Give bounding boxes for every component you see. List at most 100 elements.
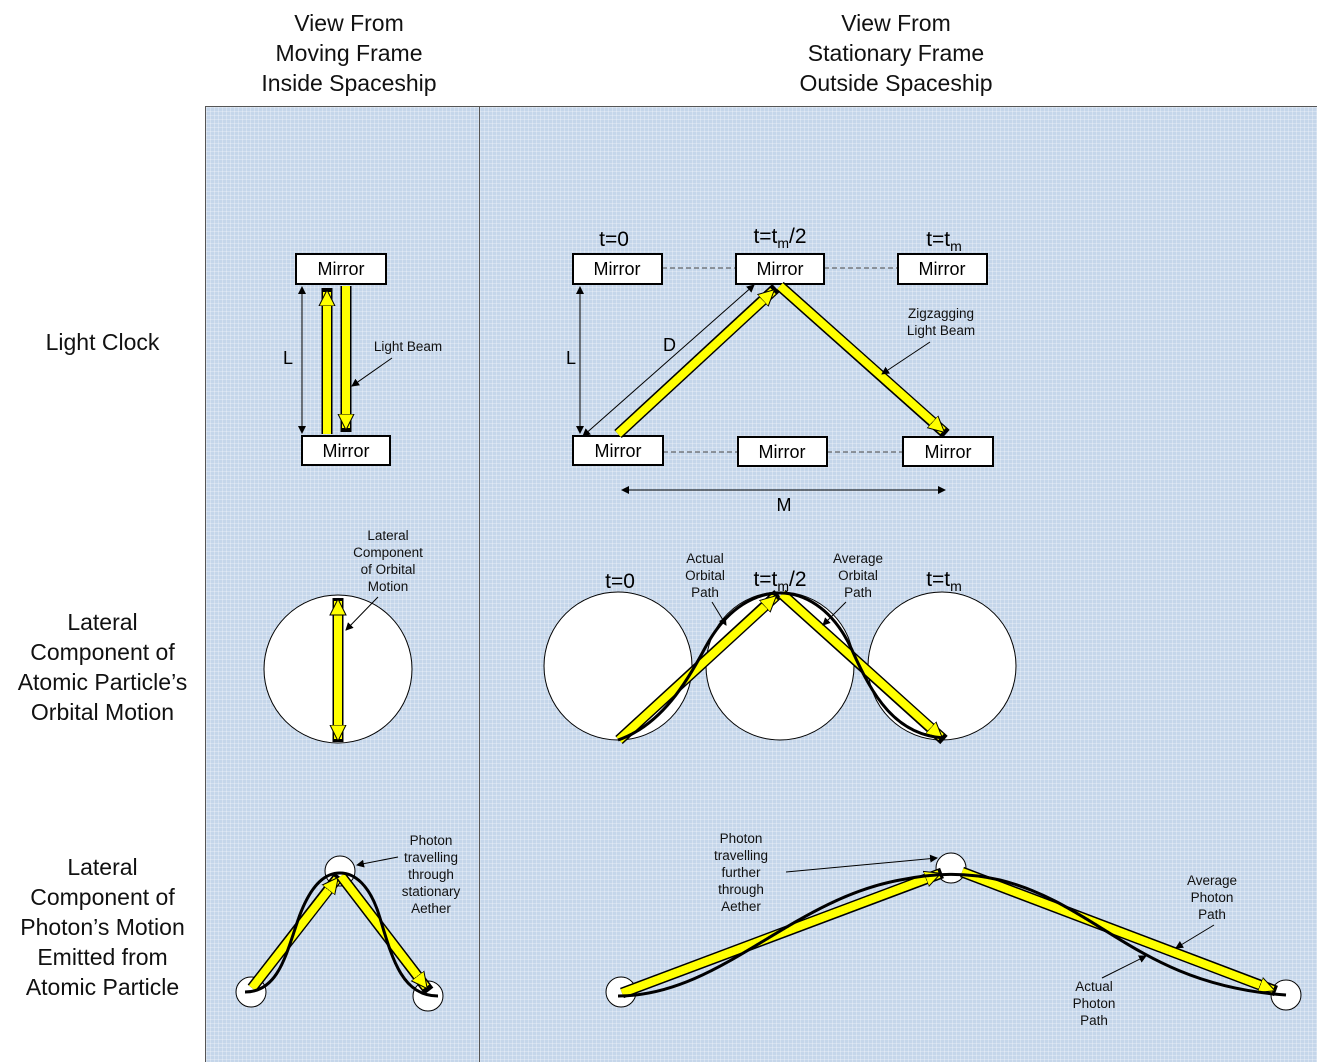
actual-orbital-pointer xyxy=(711,601,727,626)
zigzag-beam-up xyxy=(615,288,776,437)
svg-text:Mirror: Mirror xyxy=(759,442,806,462)
svg-text:Mirror: Mirror xyxy=(594,259,641,279)
light-beam-label: Light Beam xyxy=(374,339,442,354)
label-m: M xyxy=(777,495,792,515)
average-orbital-label-line: Orbital xyxy=(838,568,878,583)
row-header-line: Component of xyxy=(30,639,175,665)
row-header-orbital-motion: Lateral Component of Atomic Particle’s O… xyxy=(0,607,205,727)
photon-stationary: Photon travelling further through Aether… xyxy=(605,831,1302,1028)
svg-text:Mirror: Mirror xyxy=(595,441,642,461)
actual-orbital-path xyxy=(617,591,945,742)
column-header-moving-frame: View From Moving Frame Inside Spaceship xyxy=(205,8,493,98)
lateral-label-line: Component xyxy=(353,545,423,560)
row-header-line: Emitted from xyxy=(37,944,168,970)
photon-further-label-line: through xyxy=(718,882,764,897)
lateral-pointer xyxy=(345,596,379,631)
orbit-circle-tm xyxy=(867,591,1017,741)
actual-orbital-label-line: Orbital xyxy=(685,568,725,583)
photon-stationary-label-line: Aether xyxy=(411,901,451,916)
lateral-label-line: of Orbital xyxy=(361,562,416,577)
actual-photon-label-line: Photon xyxy=(1073,996,1116,1011)
mirror-bottom-t-half: Mirror xyxy=(737,436,828,467)
average-photon-label-line: Average xyxy=(1187,873,1237,888)
svg-text:Mirror: Mirror xyxy=(757,259,804,279)
column-header-line: View From xyxy=(841,10,951,36)
row-header-line: Orbital Motion xyxy=(30,699,175,725)
orbital-moving: Lateral Component of Orbital Motion xyxy=(263,528,423,744)
mirror-top-moving: Mirror xyxy=(295,253,387,285)
mirror-top-t0: Mirror xyxy=(572,253,663,285)
label-l-stationary: L xyxy=(566,348,576,368)
light-clock-stationary: t=0 t=tm/2 t=tm Mirror Mirror Mirror Mir… xyxy=(566,225,994,515)
row-header-line: Lateral xyxy=(67,609,138,635)
photon-further-label-line: further xyxy=(721,865,761,880)
orbit-circle-t0 xyxy=(543,591,693,741)
mirror-bottom-tm: Mirror xyxy=(902,436,994,467)
zigzag-label-line: Zigzagging xyxy=(908,306,974,321)
actual-photon-label-line: Path xyxy=(1080,1013,1108,1028)
light-beam-pointer xyxy=(351,357,393,387)
actual-orbital-label-line: Path xyxy=(691,585,719,600)
photon-further-label-line: Photon xyxy=(720,831,763,846)
row-header-line: Component of xyxy=(30,884,175,910)
column-header-line: Outside Spaceship xyxy=(799,70,993,96)
orbital-time-t-half: t=tm/2 xyxy=(753,568,806,594)
actual-photon-path-stationary xyxy=(617,872,1287,998)
average-photon-pointer xyxy=(1175,924,1215,949)
zigzag-pointer xyxy=(881,341,931,375)
svg-text:Mirror: Mirror xyxy=(318,259,365,279)
column-header-line: Inside Spaceship xyxy=(261,70,437,96)
zigzag-label-line: Light Beam xyxy=(907,323,975,338)
average-photon-label-line: Path xyxy=(1198,907,1226,922)
actual-photon-pointer xyxy=(1101,955,1147,979)
lateral-label-line: Motion xyxy=(368,579,409,594)
row-header-line: Light Clock xyxy=(45,329,160,355)
actual-orbital-label-line: Actual xyxy=(686,551,724,566)
mirror-bottom-t0: Mirror xyxy=(572,435,664,466)
orbital-beam-down xyxy=(779,591,944,740)
photon-far-beam-down xyxy=(960,868,1273,994)
row-header-line: Atomic Particle xyxy=(25,974,180,1000)
column-header-stationary-frame: View From Stationary Frame Outside Space… xyxy=(610,8,1182,98)
lateral-label-line: Lateral xyxy=(367,528,408,543)
time-label-t0: t=0 xyxy=(599,228,629,251)
row-header-photon-motion: Lateral Component of Photon’s Motion Emi… xyxy=(0,852,205,1002)
orbital-beam-up xyxy=(616,594,778,743)
photon-stationary-label-line: stationary xyxy=(402,884,461,899)
average-photon-label-line: Photon xyxy=(1191,890,1234,905)
column-header-line: Moving Frame xyxy=(275,40,423,66)
orbital-time-tm: t=tm xyxy=(926,568,962,594)
column-header-line: Stationary Frame xyxy=(807,40,985,66)
average-orbital-label-line: Path xyxy=(844,585,872,600)
light-clock-moving: Mirror Mirror L Light Beam xyxy=(283,253,442,466)
photon-stationary-pointer xyxy=(356,856,399,868)
photon-further-label-line: travelling xyxy=(714,848,768,863)
average-orbital-pointer xyxy=(822,601,847,626)
photon-moving: Photon travelling through stationary Aet… xyxy=(235,833,461,1012)
average-orbital-label-line: Average xyxy=(833,551,883,566)
svg-text:Mirror: Mirror xyxy=(925,442,972,462)
row-header-light-clock: Light Clock xyxy=(0,327,205,357)
column-header-line: View From xyxy=(294,10,404,36)
actual-photon-path-moving xyxy=(244,871,439,998)
photon-further-pointer xyxy=(785,854,938,873)
orbital-stationary: t=0 t=tm/2 t=tm Actual Orbital Path Aver… xyxy=(543,551,1017,745)
orbital-time-t0: t=0 xyxy=(605,570,635,593)
diagonal-d-arrow xyxy=(582,284,755,437)
time-label-tm: t=tm xyxy=(926,228,962,254)
photon-stationary-label-line: through xyxy=(408,867,454,882)
label-d: D xyxy=(663,335,676,355)
mirror-top-t-half: Mirror xyxy=(735,253,825,285)
row-header-line: Atomic Particle’s xyxy=(17,669,188,695)
time-label-t-half: t=tm/2 xyxy=(753,225,806,251)
photon-further-label-line: Aether xyxy=(721,899,761,914)
label-l: L xyxy=(283,348,293,368)
row-header-line: Lateral xyxy=(67,854,138,880)
mirror-top-tm: Mirror xyxy=(897,253,988,285)
photon-far-beam-up xyxy=(620,870,939,997)
actual-photon-label-line: Actual xyxy=(1075,979,1113,994)
zigzag-beam-down xyxy=(777,283,946,434)
svg-text:Mirror: Mirror xyxy=(323,441,370,461)
row-header-line: Photon’s Motion xyxy=(20,914,185,940)
